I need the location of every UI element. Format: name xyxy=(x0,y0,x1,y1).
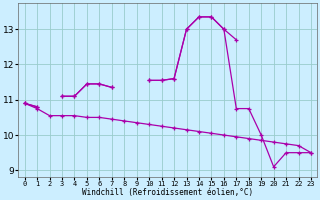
X-axis label: Windchill (Refroidissement éolien,°C): Windchill (Refroidissement éolien,°C) xyxy=(82,188,253,197)
